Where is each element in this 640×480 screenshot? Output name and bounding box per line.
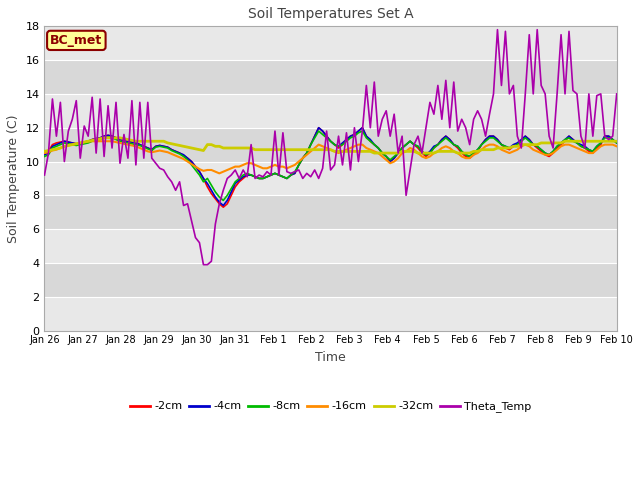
Bar: [45, 128, 617, 162]
Bar: [45, 229, 617, 263]
Bar: [45, 263, 617, 297]
Legend: -2cm, -4cm, -8cm, -16cm, -32cm, Theta_Temp: -2cm, -4cm, -8cm, -16cm, -32cm, Theta_Te…: [125, 397, 536, 417]
Bar: [45, 60, 617, 94]
Title: Soil Temperatures Set A: Soil Temperatures Set A: [248, 7, 413, 21]
Bar: [45, 162, 617, 195]
X-axis label: Time: Time: [316, 351, 346, 364]
Y-axis label: Soil Temperature (C): Soil Temperature (C): [7, 114, 20, 243]
Bar: [45, 94, 617, 128]
Text: BC_met: BC_met: [50, 34, 102, 47]
Bar: [45, 195, 617, 229]
Bar: [45, 26, 617, 60]
Bar: [45, 297, 617, 331]
